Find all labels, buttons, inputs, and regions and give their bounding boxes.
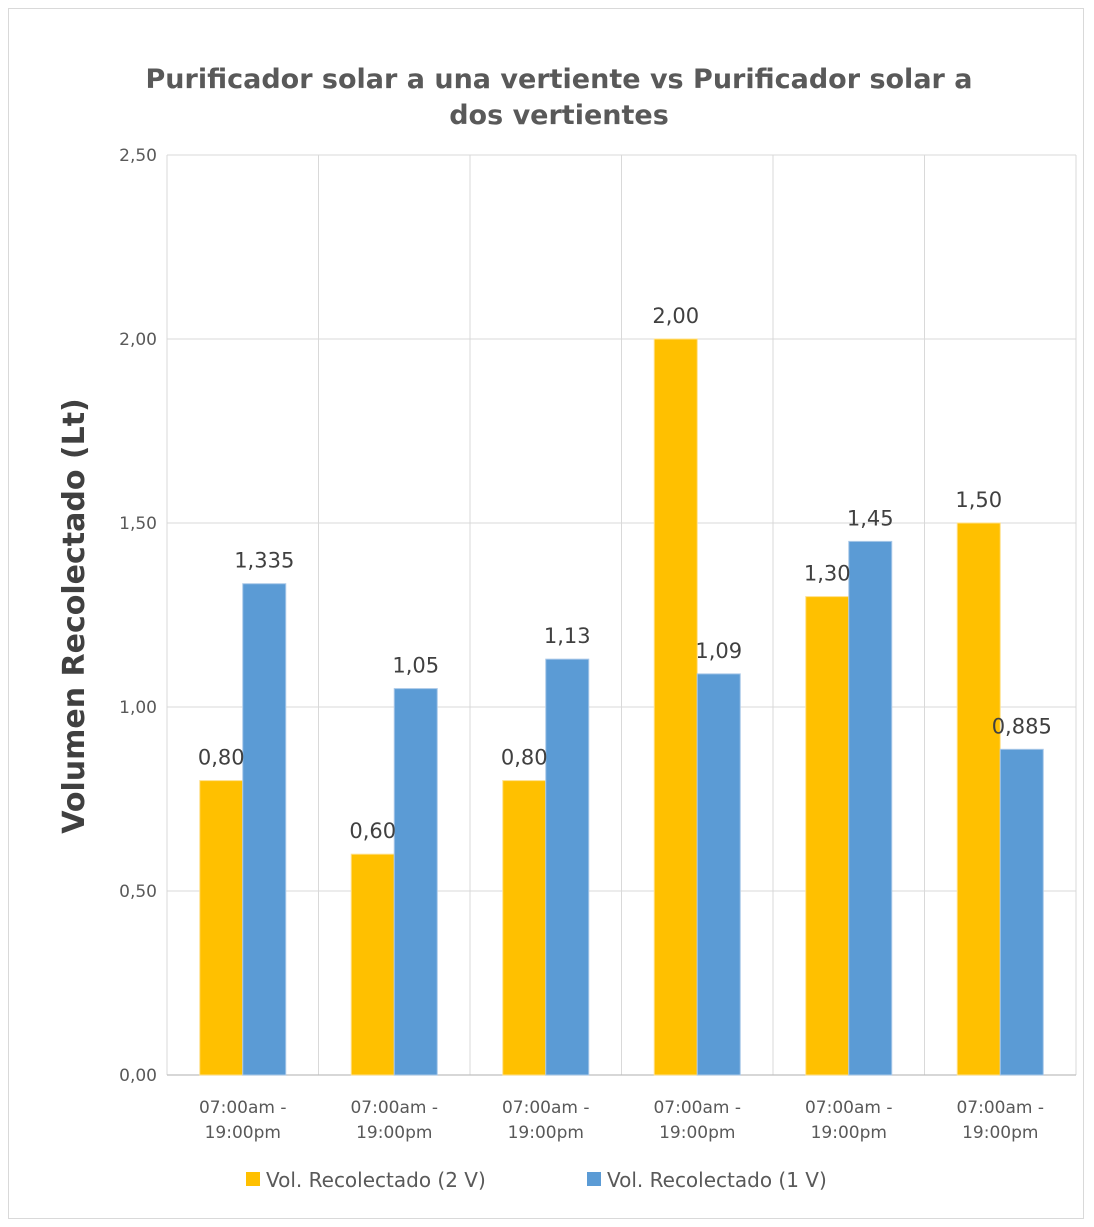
bar-series1-4 <box>848 540 893 1076</box>
gridlines <box>166 154 1077 1076</box>
x-tick-label-1-0: 07:00am - <box>350 1098 438 1118</box>
x-tick-label-5-1: 19:00pm <box>962 1123 1038 1143</box>
x-tick-label-4-0: 07:00am - <box>805 1098 893 1118</box>
bar-series0-0 <box>199 780 244 1076</box>
chart-title: Purificador solar a una vertiente vs Pur… <box>146 64 973 131</box>
data-label-series0-1: 0,60 <box>349 819 396 843</box>
y-tick-label-0: 0,00 <box>119 1066 157 1086</box>
legend-swatch-0 <box>246 1172 260 1186</box>
y-tick-label-5: 2,50 <box>119 146 157 166</box>
bar-series1-0 <box>242 583 287 1076</box>
legend-label-1: Vol. Recolectado (1 V) <box>607 1168 827 1192</box>
x-tick-label-3-1: 19:00pm <box>659 1123 735 1143</box>
x-tick-label-2-1: 19:00pm <box>508 1123 584 1143</box>
data-label-series1-5: 0,885 <box>992 714 1052 738</box>
legend: Vol. Recolectado (2 V) Vol. Recolectado (… <box>246 1168 827 1192</box>
bar-series1-3 <box>696 673 741 1076</box>
data-label-series1-3: 1,09 <box>695 639 742 663</box>
x-tick-label-1-1: 19:00pm <box>356 1123 432 1143</box>
data-label-series1-1: 1,05 <box>392 654 439 678</box>
y-tick-label-2: 1,00 <box>119 698 157 718</box>
bar-series0-4 <box>805 596 850 1076</box>
chart-title-line-1: Purificador solar a una vertiente vs Pur… <box>146 64 973 95</box>
bar-series0-3 <box>653 338 698 1076</box>
data-labels: 0,80 0,60 0,80 2,00 1,30 1,50 1,335 1,05 1,13 1,0… <box>198 304 1052 843</box>
data-label-series0-5: 1,50 <box>955 488 1002 512</box>
bar-series1-5 <box>999 748 1044 1076</box>
data-label-series1-4: 1,45 <box>847 506 894 530</box>
y-axis-title: Volumen Recolectado (Lt) <box>57 398 92 833</box>
bar-series0-5 <box>956 522 1001 1076</box>
y-tick-label-4: 2,00 <box>119 330 157 350</box>
data-label-series1-0: 1,335 <box>234 549 294 573</box>
bars <box>199 338 1044 1076</box>
bar-series0-2 <box>502 780 547 1076</box>
bar-series1-2 <box>545 658 590 1076</box>
bar-series1-1 <box>393 688 438 1076</box>
x-tick-label-2-0: 07:00am - <box>502 1098 590 1118</box>
y-tick-label-3: 1,50 <box>119 514 157 534</box>
data-label-series0-4: 1,30 <box>804 562 851 586</box>
axis-ticks: 0,00 0,50 1,00 1,50 2,00 2,50 07:00am - 19:00pm… <box>119 146 1044 1143</box>
bar-series0-1 <box>350 853 395 1076</box>
x-tick-label-0-0: 07:00am - <box>199 1098 287 1118</box>
chart-title-line-2: dos vertientes <box>449 100 669 131</box>
data-label-series0-2: 0,80 <box>501 746 548 770</box>
data-label-series0-3: 2,00 <box>652 304 699 328</box>
legend-swatch-1 <box>587 1172 601 1186</box>
x-tick-label-0-1: 19:00pm <box>205 1123 281 1143</box>
data-label-series0-0: 0,80 <box>198 746 245 770</box>
x-tick-label-5-0: 07:00am - <box>956 1098 1044 1118</box>
data-label-series1-2: 1,13 <box>544 624 591 648</box>
x-tick-label-3-0: 07:00am - <box>653 1098 741 1118</box>
x-tick-label-4-1: 19:00pm <box>811 1123 887 1143</box>
y-tick-label-1: 0,50 <box>119 882 157 902</box>
legend-label-0: Vol. Recolectado (2 V) <box>266 1168 486 1192</box>
